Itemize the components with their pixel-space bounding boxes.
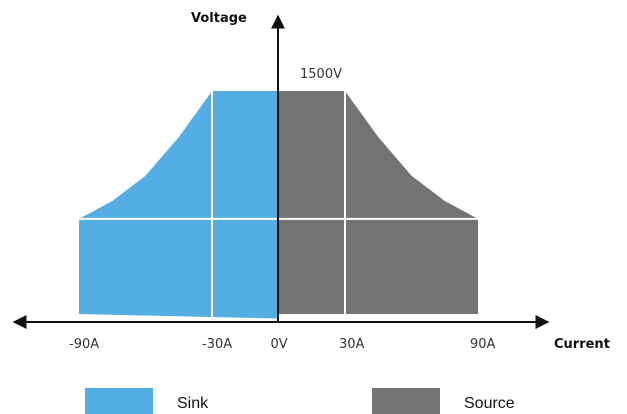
- legend-swatch-sink: [85, 388, 153, 414]
- legend-label-source: Source: [464, 395, 515, 412]
- legend-swatch-source: [372, 388, 440, 414]
- x-tick-label: 30A: [339, 337, 365, 352]
- x-tick-label: 0V: [271, 337, 288, 352]
- x-tick-label: 90A: [470, 337, 496, 352]
- area-source: [278, 91, 478, 314]
- x-tick-label: -30A: [202, 337, 232, 352]
- y-axis-title: Voltage: [191, 11, 247, 26]
- area-sink: [79, 91, 279, 319]
- x-axis-title: Current: [554, 337, 610, 352]
- voltage-annotation: 1500V: [300, 67, 342, 82]
- x-tick-label: -90A: [69, 337, 99, 352]
- legend-label-sink: Sink: [177, 395, 209, 412]
- x-tick-labels: -90A -30A 0V 30A 90A: [69, 337, 496, 352]
- legend: Sink Source: [85, 388, 515, 414]
- plot-areas: [79, 91, 478, 319]
